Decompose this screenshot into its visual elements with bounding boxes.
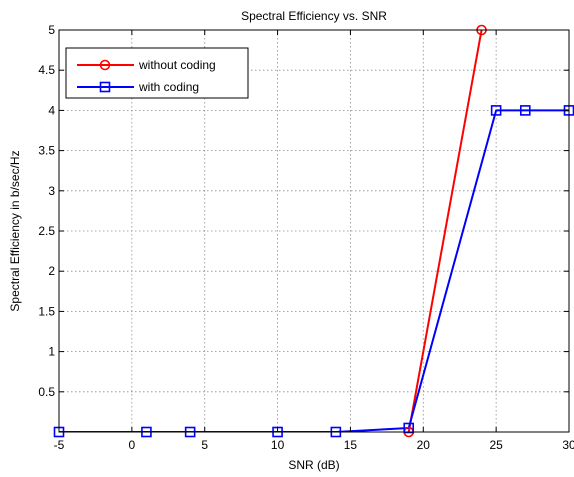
- x-tick-label: 30: [562, 438, 574, 452]
- data-point-with-coding: [519, 105, 531, 116]
- legend-label-without-coding: without coding: [138, 58, 216, 72]
- series-line-without-coding: [407, 30, 483, 432]
- y-tick-label: 1.5: [38, 304, 55, 318]
- chart-title: Spectral Efficiency vs. SNR: [241, 9, 387, 23]
- x-tick-label: 10: [271, 438, 285, 452]
- legend: without coding with coding: [65, 47, 249, 99]
- y-tick-label: 4: [48, 103, 55, 117]
- y-tick-labels: 0.5 1 1.5 2 2.5 3 3.5 4 4.5 5: [38, 23, 55, 399]
- legend-marker-without-coding: [99, 59, 111, 71]
- y-tick-label: 3.5: [38, 144, 55, 158]
- y-tick-label: 4.5: [38, 63, 55, 77]
- y-tick-label: 3: [48, 184, 55, 198]
- x-tick-label: -5: [54, 438, 65, 452]
- y-tick-label: 1: [48, 345, 55, 359]
- y-tick-label: 5: [48, 23, 55, 37]
- y-tick-label: 0.5: [38, 385, 55, 399]
- legend-marker-with-coding: [99, 81, 111, 93]
- x-tick-label: 20: [417, 438, 431, 452]
- x-tick-label: 15: [344, 438, 358, 452]
- ticks: [58, 29, 570, 432]
- data-point-with-coding: [490, 105, 502, 116]
- x-tick-label: 0: [129, 438, 136, 452]
- series-layer: [59, 30, 569, 432]
- legend-label-with-coding: with coding: [138, 80, 199, 94]
- x-tick-label: 25: [489, 438, 503, 452]
- x-axis-label: SNR (dB): [288, 458, 339, 472]
- legend-box: [65, 47, 249, 99]
- y-tick-label: 2: [48, 264, 55, 278]
- y-tick-label: 2.5: [38, 224, 55, 238]
- y-axis-label: Spectral Efficiency in b/sec/Hz: [8, 150, 22, 311]
- x-tick-labels: -5 0 5 10 15 20 25 30: [54, 438, 574, 452]
- x-tick-label: 5: [201, 438, 208, 452]
- series-line-with-coding: [59, 109, 569, 432]
